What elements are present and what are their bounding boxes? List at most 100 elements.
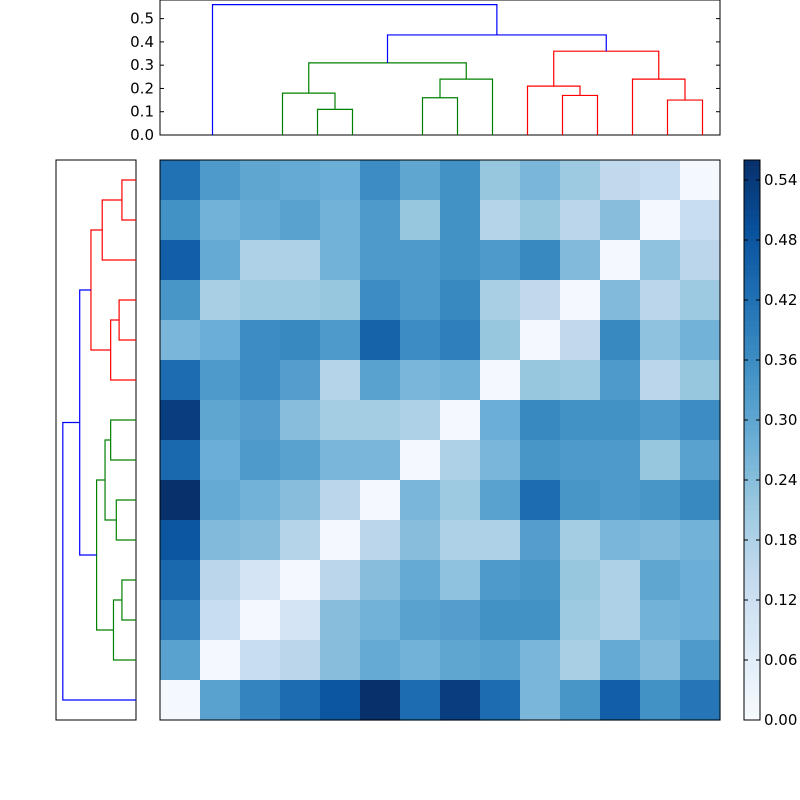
heatmap-cell-8-2 [240,480,281,521]
heatmap-cell-0-0 [160,160,201,201]
heatmap-cell-11-5 [360,600,401,641]
heatmap-cell-5-0 [160,360,201,401]
heatmap-cell-1-3 [280,200,321,241]
colorbar-segment [744,195,760,201]
heatmap-cell-3-10 [560,280,601,321]
heatmap-cell-9-9 [520,520,561,561]
heatmap-cell-5-7 [440,360,481,401]
top-dendrogram-ytick-label: 0.4 [130,33,154,51]
colorbar-segment [744,365,760,371]
heatmap-frame [159,159,721,721]
heatmap-cell-5-11 [600,360,641,401]
colorbar: 0.00 0.06 0.12 0.18 0.24 0.30 0.36 0.42 0.48 0.54 [743,159,797,729]
heatmap-cell-6-9 [520,400,561,441]
top-dendrogram-link-6 [526,85,581,135]
heatmap-cell-3-9 [520,280,561,321]
heatmap-cell-2-0 [160,240,201,281]
heatmap-cell-4-8 [480,320,521,361]
heatmap-cell-6-13 [680,400,721,441]
colorbar-segment [744,290,760,296]
colorbar-tick-label: 0.12 [764,591,797,609]
colorbar-segment [744,615,760,621]
heatmap-cell-10-6 [400,560,441,601]
top-dendrogram-ytick-label: 0.2 [130,79,154,97]
left-dendrogram-link-8 [121,579,136,621]
heatmap-cell-0-4 [320,160,361,201]
heatmap-cell-12-8 [480,640,521,681]
heatmap-cell-8-9 [520,480,561,521]
colorbar-segment [744,650,760,656]
colorbar-tick-label: 0.24 [764,471,797,489]
top-dendrogram-ytick-label: 0.0 [130,126,154,144]
heatmap-cell-1-5 [360,200,401,241]
colorbar-segment [744,485,760,491]
heatmap-cell-0-9 [520,160,561,201]
colorbar-segment [744,220,760,226]
colorbar-segment [744,295,760,301]
colorbar-segment [744,245,760,251]
colorbar-segment [744,205,760,211]
heatmap-cell-8-11 [600,480,641,521]
colorbar-segment [744,305,760,311]
colorbar-segment [744,260,760,266]
heatmap-cell-9-10 [560,520,601,561]
heatmap-cell-0-11 [600,160,641,201]
colorbar-segment [744,400,760,406]
left-dendrogram-link-1 [101,199,136,261]
heatmap-cell-10-1 [200,560,241,601]
heatmap-cell-9-11 [600,520,641,561]
colorbar-segment [744,410,760,416]
heatmap-cell-9-12 [640,520,681,561]
left-dendrogram-link-12 [62,421,136,701]
heatmap-cell-5-1 [200,360,241,401]
colorbar-segment [744,550,760,556]
colorbar-segment [744,380,760,386]
colorbar-segment [744,500,760,506]
top-dendrogram-link-11 [211,4,498,135]
colorbar-segment [744,330,760,336]
colorbar-segment [744,595,760,601]
colorbar-segment [744,555,760,561]
colorbar-segment [744,390,760,396]
heatmap-cell-12-3 [280,640,321,681]
colorbar-segment [744,590,760,596]
left-dendrogram-link-10 [95,479,114,631]
heatmap-cell-10-0 [160,560,201,601]
colorbar-segment [744,470,760,476]
colorbar-segment [744,415,760,421]
heatmap-cell-9-1 [200,520,241,561]
heatmap-cell-8-12 [640,480,681,521]
heatmap-cell-0-5 [360,160,401,201]
heatmap-cell-11-8 [480,600,521,641]
colorbar-segment [744,405,760,411]
colorbar-segment [744,540,760,546]
colorbar-segment [744,455,760,461]
heatmap-cell-5-10 [560,360,601,401]
colorbar-segment [744,160,760,166]
heatmap-cell-1-2 [240,200,281,241]
heatmap-cell-5-3 [280,360,321,401]
colorbar-tick-label: 0.36 [764,351,797,369]
colorbar-segment [744,625,760,631]
colorbar-segment [744,665,760,671]
heatmap-cell-3-8 [480,280,521,321]
heatmap-cell-6-10 [560,400,601,441]
colorbar-segment [744,605,760,611]
top-dendrogram-ytick-label: 0.1 [130,103,154,121]
heatmap-cell-8-13 [680,480,721,521]
colorbar-segment [744,345,760,351]
colorbar-segment [744,250,760,256]
heatmap-cell-1-6 [400,200,441,241]
heatmap-cell-8-6 [400,480,441,521]
heatmap-cell-4-13 [680,320,721,361]
heatmap-cell-13-2 [240,680,281,721]
colorbar-segment [744,420,760,426]
heatmap-cell-5-8 [480,360,521,401]
colorbar-segment [744,675,760,681]
colorbar-segment [744,165,760,171]
colorbar-segment [744,565,760,571]
left-dendrogram [55,159,137,721]
heatmap-cell-8-0 [160,480,201,521]
heatmap-cell-10-7 [440,560,481,601]
heatmap-cell-4-2 [240,320,281,361]
